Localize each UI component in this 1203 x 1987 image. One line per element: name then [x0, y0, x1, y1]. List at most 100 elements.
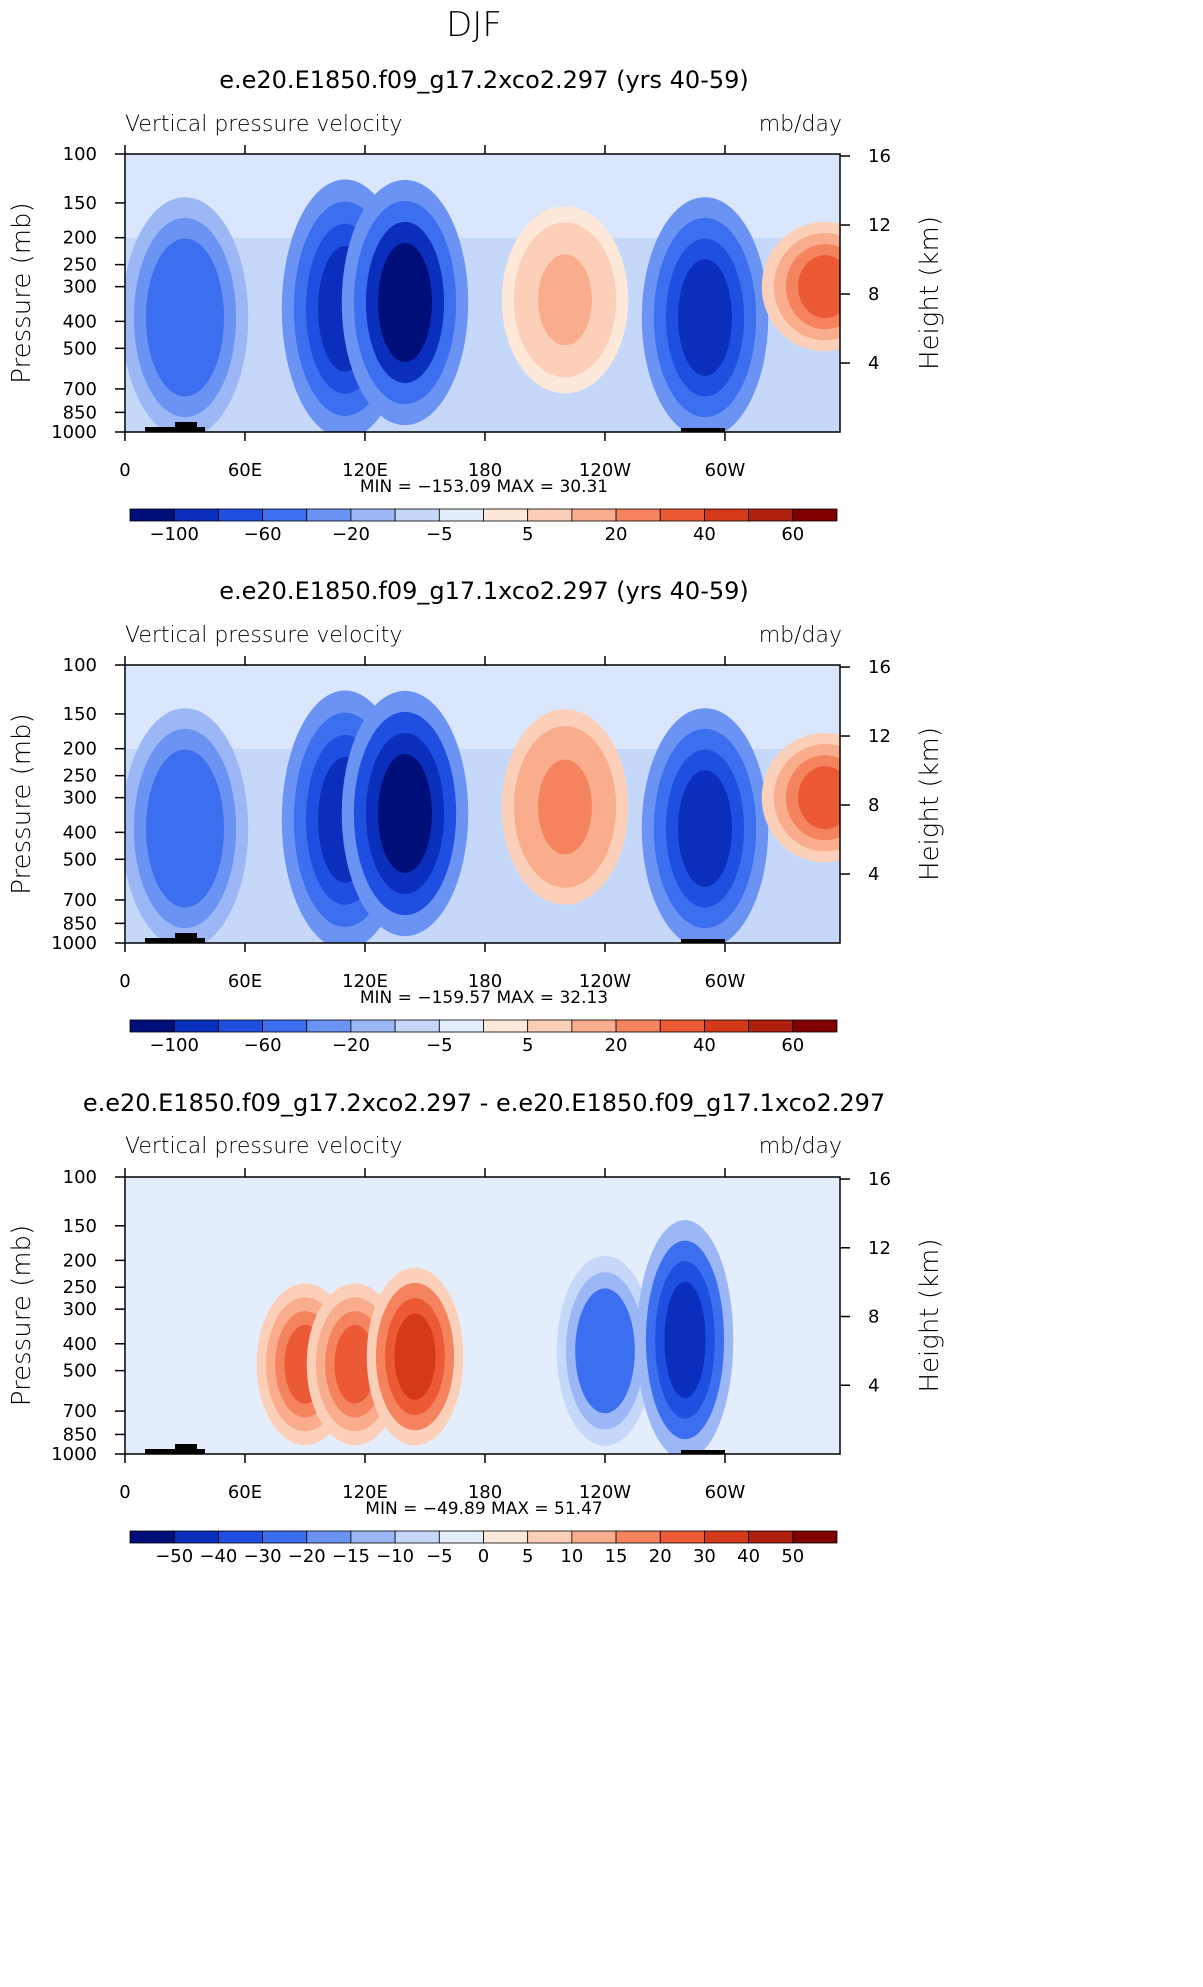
colorbar-swatch — [306, 1019, 352, 1033]
colorbar-swatch — [483, 1530, 529, 1544]
y-tick-label: 1000 — [51, 933, 97, 954]
colorbar-swatch — [659, 1019, 705, 1033]
y-tick-label: 850 — [63, 913, 97, 934]
topography — [175, 1444, 197, 1454]
colorbar-swatch — [659, 508, 705, 522]
y-tick-label: 300 — [63, 788, 97, 809]
data-feature-3 — [394, 1313, 436, 1400]
colorbar-swatch — [748, 508, 794, 522]
colorbar-swatch — [748, 1530, 794, 1544]
y-right-axis-label: Height (km) — [915, 727, 945, 881]
chart-stats: MIN = −153.09 MAX = 30.31 — [360, 477, 608, 497]
y-tick-label: 400 — [63, 1334, 97, 1355]
colorbar-label: −10 — [376, 1546, 414, 1567]
colorbar-swatch — [704, 1019, 750, 1033]
colorbar-swatch — [129, 508, 175, 522]
data-feature-1 — [158, 259, 212, 376]
colorbar-label: 5 — [522, 524, 533, 545]
colorbar-swatch — [262, 1530, 308, 1544]
colorbar-label: 5 — [522, 1546, 533, 1567]
y-right-tick-label: 4 — [868, 864, 879, 885]
data-feature-5 — [678, 770, 732, 887]
data-feature-2 — [334, 1324, 376, 1404]
colorbar-label: −50 — [155, 1546, 193, 1567]
colorbar-swatch — [173, 508, 219, 522]
chart-panel-3: e.e20.E1850.f09_g17.2xco2.297 - e.e20.E1… — [7, 1089, 945, 1567]
colorbar-label: −15 — [332, 1546, 370, 1567]
x-tick-label: 60E — [228, 971, 262, 992]
plot-area — [125, 665, 840, 943]
colorbar-swatch — [173, 1019, 219, 1033]
colorbar-label: 5 — [522, 1035, 533, 1056]
colorbar-swatch — [217, 508, 263, 522]
colorbar-label: 0 — [478, 1546, 489, 1567]
chart-units: mb/day — [759, 623, 842, 648]
colorbar-swatch — [394, 508, 440, 522]
y-tick-label: 400 — [63, 311, 97, 332]
chart-panel-1: e.e20.E1850.f09_g17.2xco2.297 (yrs 40-59… — [7, 66, 945, 545]
data-feature-6 — [798, 766, 840, 830]
colorbar-swatch — [571, 1530, 617, 1544]
colorbar-label: 50 — [781, 1546, 804, 1567]
colorbar-label: 15 — [605, 1546, 628, 1567]
data-feature-6 — [798, 255, 840, 319]
colorbar-label: −30 — [244, 1546, 282, 1567]
colorbar-swatch — [527, 1530, 573, 1544]
y-tick-label: 200 — [63, 739, 97, 760]
colorbar-swatch — [527, 1019, 573, 1033]
colorbar-swatch — [704, 508, 750, 522]
chart-units: mb/day — [759, 112, 842, 137]
chart-subtitle-left: Vertical pressure velocity — [125, 1134, 402, 1159]
colorbar-label: 20 — [605, 1035, 628, 1056]
data-feature-5 — [678, 259, 732, 376]
y-tick-label: 1000 — [51, 1444, 97, 1465]
y-right-tick-label: 16 — [868, 657, 891, 678]
y-right-tick-label: 12 — [868, 1238, 891, 1259]
y-tick-label: 250 — [63, 766, 97, 787]
colorbar-label: −100 — [149, 524, 198, 545]
colorbar-label: −60 — [244, 1035, 282, 1056]
y-axis-label: Pressure (mb) — [7, 713, 37, 894]
chart-title: e.e20.E1850.f09_g17.2xco2.297 - e.e20.E1… — [83, 1089, 885, 1117]
x-tick-label: 120E — [342, 971, 388, 992]
y-tick-label: 500 — [63, 849, 97, 870]
colorbar-label: 40 — [737, 1546, 760, 1567]
data-feature-4 — [538, 759, 592, 855]
x-tick-label: 120W — [579, 971, 631, 992]
y-tick-label: 700 — [63, 890, 97, 911]
y-tick-label: 300 — [63, 1299, 97, 1320]
colorbar-label: 40 — [693, 524, 716, 545]
upper-field — [125, 1177, 840, 1261]
colorbar-swatch — [792, 508, 838, 522]
colorbar-label: −20 — [332, 1035, 370, 1056]
colorbar: −100 −60 −20 −5 5 20 40 60 — [129, 508, 838, 545]
topography — [681, 428, 725, 432]
colorbar-label: 60 — [781, 1035, 804, 1056]
colorbar-swatch — [659, 1530, 705, 1544]
data-feature-4 — [538, 254, 592, 346]
colorbar: −50 −40 −30 −20 −15 −10 −5 0 5 10 15 20 30 40 50 — [129, 1530, 838, 1567]
x-tick-label: 60W — [705, 1482, 746, 1503]
colorbar-label: −20 — [332, 524, 370, 545]
y-tick-label: 150 — [63, 1216, 97, 1237]
y-tick-label: 700 — [63, 1401, 97, 1422]
colorbar-swatch — [792, 1530, 838, 1544]
data-feature-1 — [158, 770, 212, 887]
colorbar-swatch — [262, 1019, 308, 1033]
colorbar-swatch — [350, 1530, 396, 1544]
y-right-axis-label: Height (km) — [915, 1239, 945, 1393]
colorbar-label: 40 — [693, 1035, 716, 1056]
colorbar-swatch — [483, 1019, 529, 1033]
colorbar-swatch — [615, 1530, 661, 1544]
colorbar-swatch — [438, 508, 484, 522]
x-tick-label: 120W — [579, 460, 631, 481]
y-right-tick-label: 8 — [868, 795, 879, 816]
colorbar-label: −5 — [426, 1035, 453, 1056]
colorbar-label: 60 — [781, 524, 804, 545]
y-tick-label: 250 — [63, 1277, 97, 1298]
colorbar-label: 20 — [649, 1546, 672, 1567]
y-tick-label: 250 — [63, 255, 97, 276]
page-title: DJF — [446, 5, 502, 45]
x-tick-label: 60W — [705, 460, 746, 481]
y-tick-label: 850 — [63, 402, 97, 423]
